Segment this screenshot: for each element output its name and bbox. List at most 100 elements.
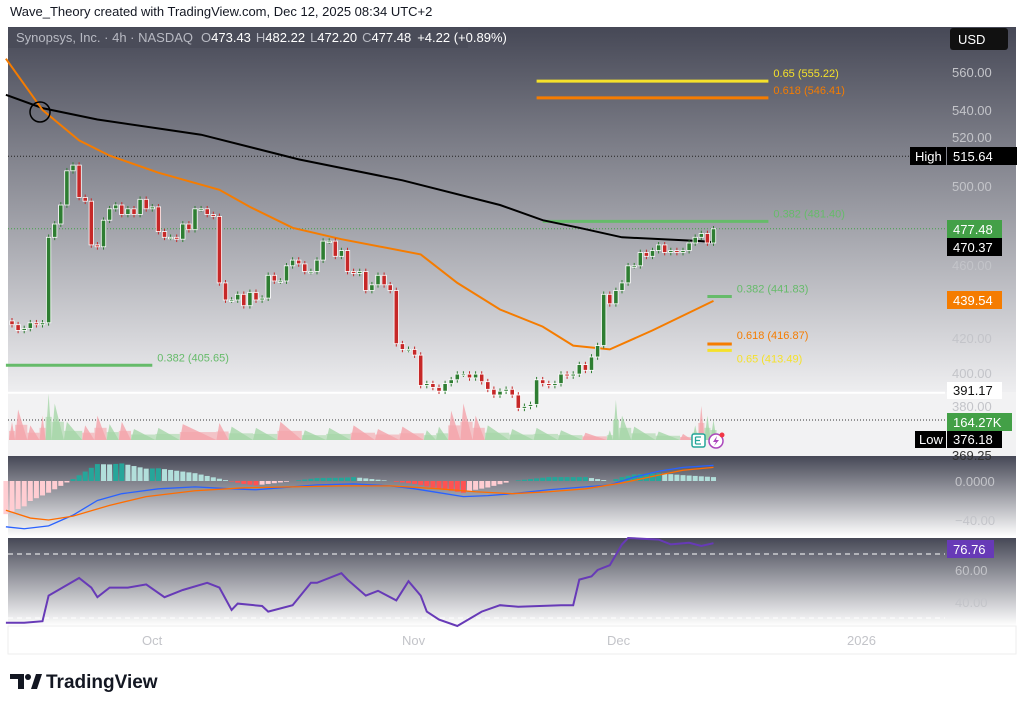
- macd-histogram-bar: [70, 479, 76, 481]
- macd-histogram-bar: [131, 466, 137, 481]
- candle: [21, 328, 27, 331]
- low-badge-label: Low: [919, 432, 943, 447]
- volume-bar: [253, 433, 278, 440]
- macd-histogram-bar: [320, 477, 326, 481]
- macd-histogram-bar: [113, 463, 119, 481]
- macd-histogram-bar: [497, 481, 503, 485]
- macd-histogram-bar: [692, 475, 698, 481]
- candle: [174, 236, 180, 240]
- macd-histogram-bar: [619, 477, 625, 481]
- volume-bar: [655, 435, 680, 440]
- candle: [375, 274, 381, 286]
- candle: [76, 164, 82, 198]
- macd-histogram-bar: [58, 481, 64, 486]
- ma200-line: [5, 93, 714, 244]
- macd-histogram-bar: [332, 477, 338, 481]
- candle: [570, 373, 576, 377]
- macd-histogram-bar: [345, 477, 350, 481]
- macd-histogram-bar: [570, 477, 576, 481]
- earnings-icon[interactable]: [691, 433, 706, 448]
- candle: [143, 198, 149, 210]
- volume-bar: [460, 421, 473, 440]
- candle: [357, 271, 363, 274]
- macd-histogram-bar: [448, 481, 454, 491]
- macd-histogram-bar: [515, 480, 521, 481]
- macd-histogram-bar: [101, 464, 106, 481]
- macd-histogram-bar: [137, 467, 143, 481]
- candle: [326, 240, 332, 244]
- candle: [369, 284, 375, 291]
- volume-bar: [436, 433, 449, 440]
- candle: [601, 293, 607, 346]
- candle: [686, 242, 692, 251]
- macd-histogram-bar: [82, 471, 88, 481]
- candle: [613, 290, 619, 305]
- ma200-badge: 470.37: [947, 238, 1002, 256]
- candle: [692, 236, 698, 244]
- volume-bar: [301, 435, 327, 440]
- macd-histogram-bar: [704, 476, 710, 481]
- macd-histogram-bar: [711, 477, 716, 481]
- candle: [387, 284, 393, 291]
- macd-histogram-bar: [302, 479, 308, 481]
- macd-histogram-bar: [686, 475, 692, 481]
- candle: [564, 373, 570, 377]
- candle: [338, 250, 345, 257]
- candle: [210, 214, 216, 217]
- macd-tick: 0.0000: [955, 474, 995, 489]
- candle: [485, 381, 491, 390]
- volume-bar: [509, 434, 534, 440]
- macd-histogram-bar: [119, 463, 125, 481]
- last-price-badge: 477.48: [947, 220, 1002, 238]
- candle: [167, 236, 174, 240]
- macd-histogram-bar: [418, 481, 424, 486]
- candle: [631, 265, 637, 268]
- macd-histogram-bar: [363, 478, 369, 481]
- candle: [82, 196, 88, 202]
- macd-histogram-bar: [393, 481, 399, 482]
- macd-histogram-bar: [180, 471, 186, 481]
- macd-histogram-bar: [357, 477, 363, 481]
- fib-label: 0.382 (481.40): [773, 208, 845, 220]
- candle: [113, 204, 119, 210]
- macd-histogram-bar: [521, 479, 527, 481]
- candle: [119, 204, 125, 215]
- close-value: 477.48: [371, 30, 411, 45]
- currency-button[interactable]: USD: [950, 28, 1008, 50]
- macd-histogram-bar: [284, 481, 289, 482]
- candle: [405, 348, 412, 352]
- last-price-value: 477.48: [953, 222, 993, 237]
- macd-histogram-bar: [265, 481, 271, 484]
- macd-histogram-bar: [534, 478, 540, 481]
- candle: [454, 373, 460, 381]
- candle: [588, 356, 595, 371]
- candle: [540, 379, 546, 384]
- candle: [411, 348, 418, 356]
- candle: [94, 244, 100, 248]
- volume-bar: [582, 436, 607, 440]
- rsi-pane: [8, 538, 1016, 626]
- candle: [656, 244, 662, 251]
- candle: [625, 265, 631, 284]
- macd-histogram-bar: [674, 474, 680, 481]
- candle: [46, 236, 52, 324]
- candle: [137, 198, 143, 215]
- macd-histogram-bar: [314, 478, 320, 481]
- volume-bar: [326, 433, 351, 440]
- volume-area: [8, 392, 1016, 456]
- macd-histogram-bar: [198, 474, 204, 481]
- volume-bar: [619, 427, 632, 440]
- candle: [710, 228, 717, 244]
- macd-histogram-bar: [216, 478, 222, 481]
- price-tick: 420.00: [952, 331, 992, 346]
- macd-histogram-bar: [656, 473, 662, 481]
- level-badge: 391.17: [947, 382, 1002, 399]
- time-tick-2026: 2026: [847, 633, 876, 648]
- macd-histogram-bar: [27, 481, 33, 501]
- volume-badge: 164.27K: [947, 413, 1012, 431]
- lightning-icon[interactable]: [708, 432, 725, 449]
- macd-histogram-bar: [589, 478, 594, 481]
- macd-histogram-bar: [662, 473, 668, 481]
- candle: [70, 164, 76, 172]
